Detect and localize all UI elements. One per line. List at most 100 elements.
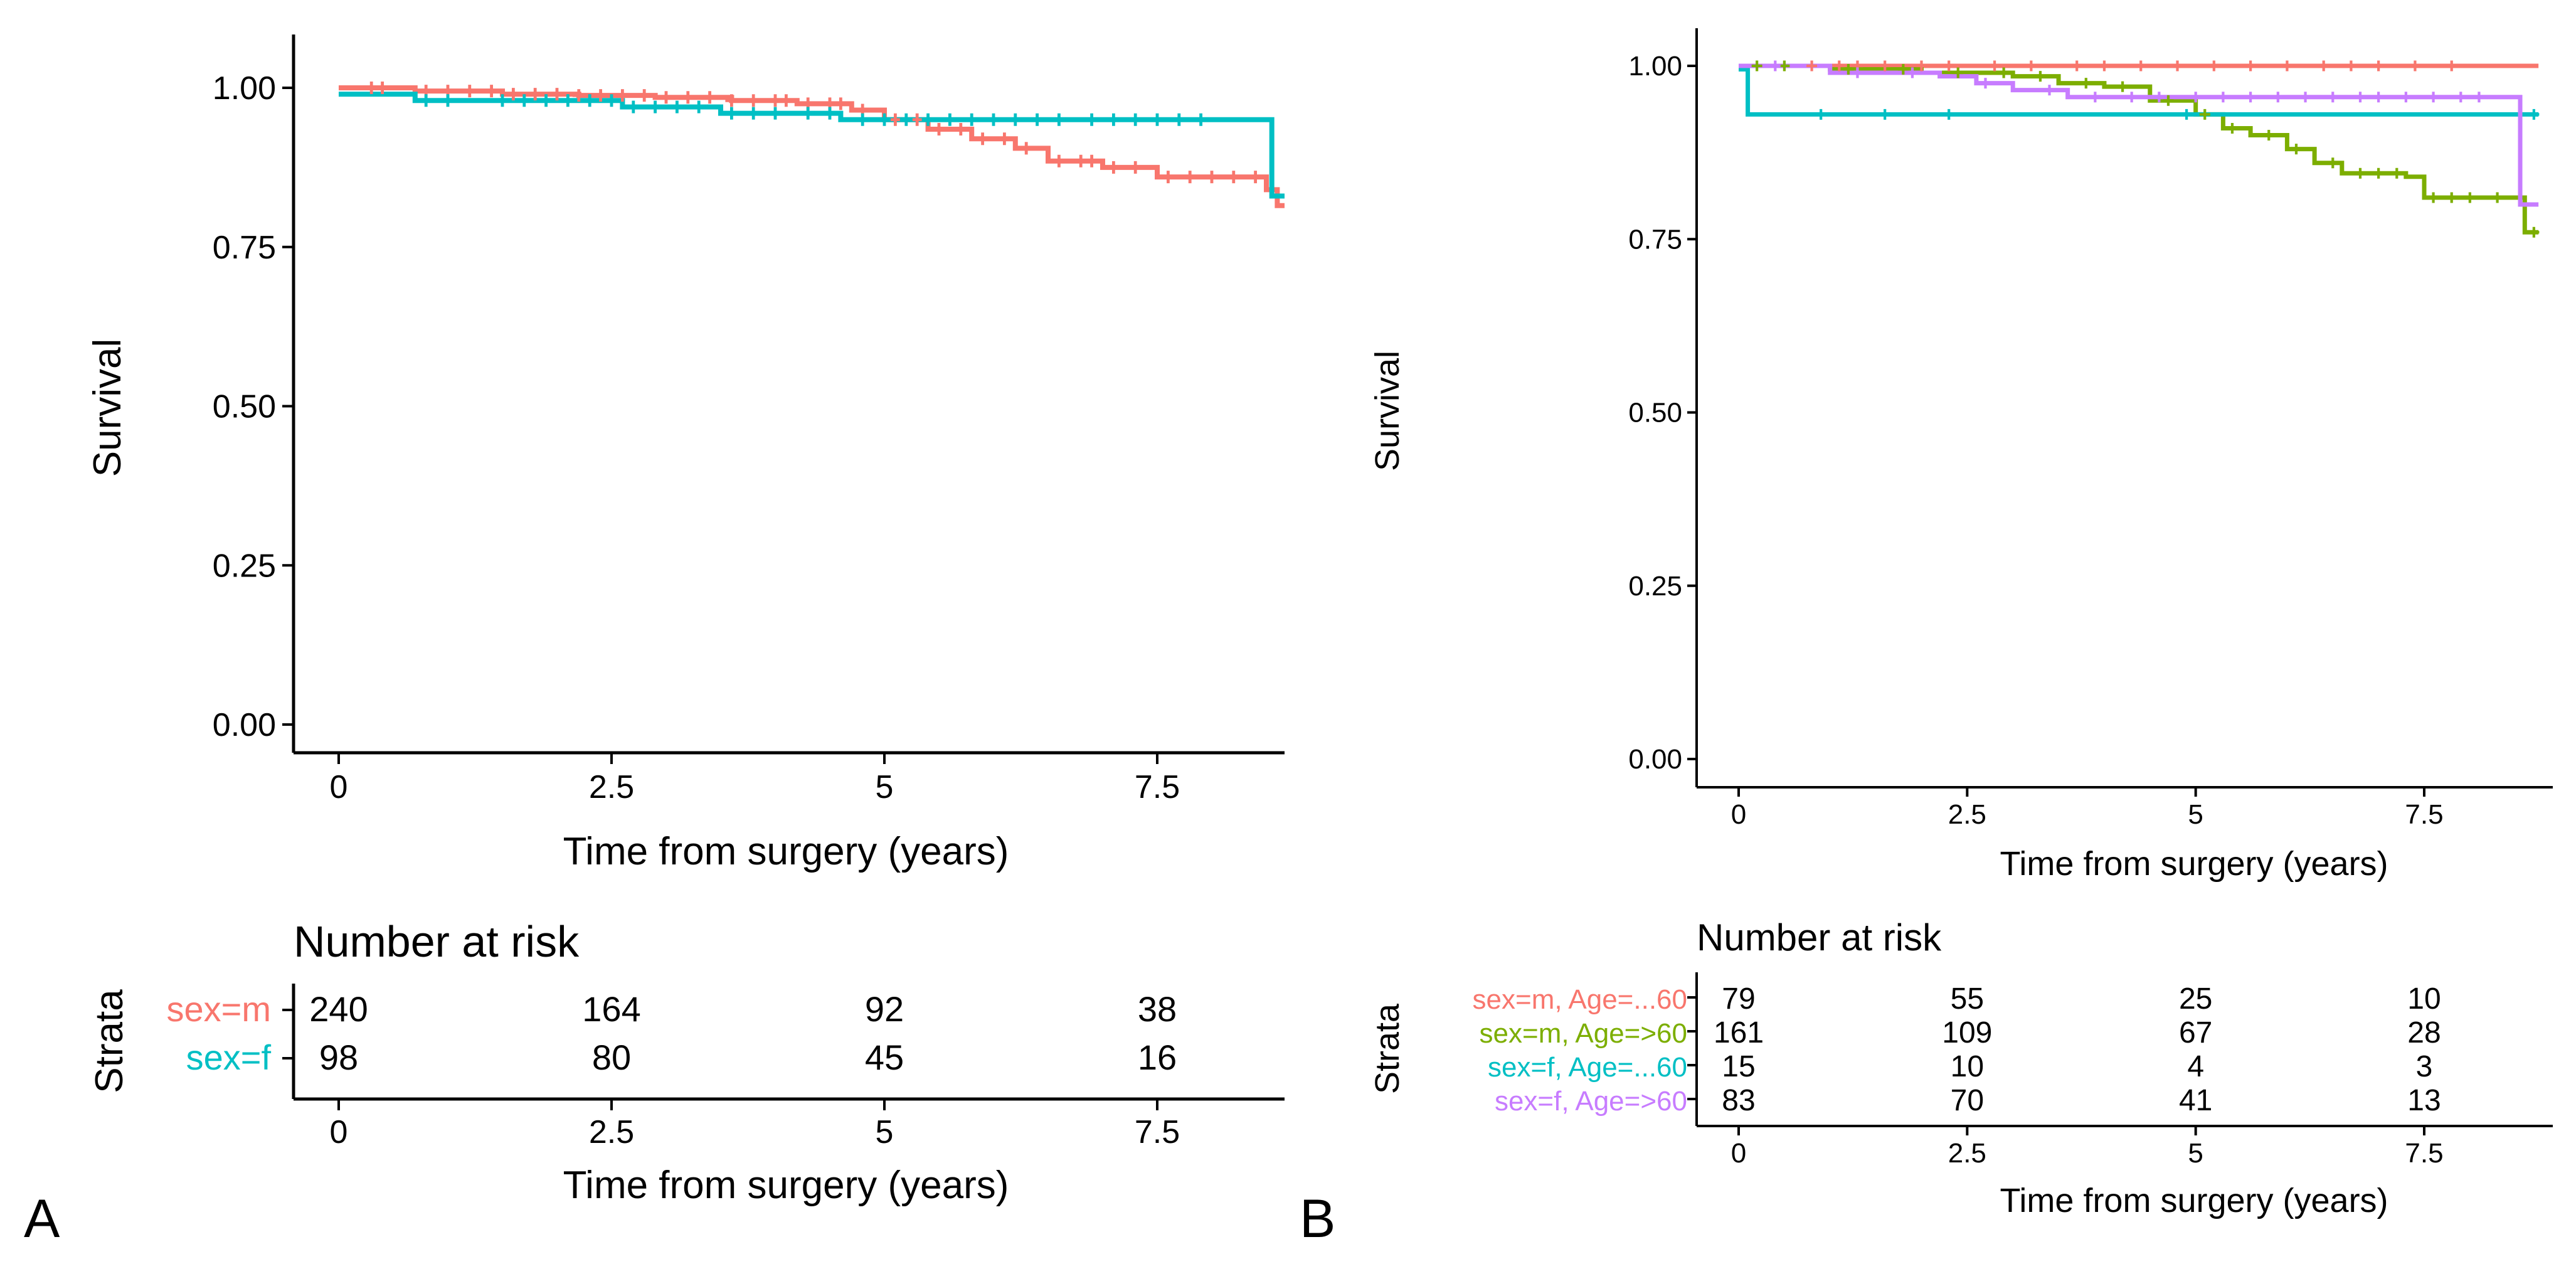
- censor-mark: [976, 132, 989, 146]
- censor-mark: [539, 94, 553, 107]
- panel-b-survival-plot: 0 2.5 5 7.5 0.00 0.25 0.50 0.75 1.00 Time from …: [1369, 28, 2553, 883]
- censor-mark: [703, 91, 716, 104]
- censor-mark: [1989, 60, 2000, 72]
- censor-mark: [2153, 92, 2165, 103]
- panel-b-risk-strata-title: Strata: [1369, 1003, 1406, 1094]
- censor-mark: [420, 94, 433, 107]
- censor-mark: [1779, 60, 1790, 72]
- risk-x-tick-label: 5: [2188, 1138, 2203, 1169]
- panel-b-censor-marks: [1751, 60, 2540, 238]
- panel-b-y-ticks: 0.00 0.25 0.50 0.75 1.00: [1628, 51, 1697, 775]
- panel-b-risk-table: Number at risk sex=m, Age=...60 79 55 25 10s…: [1369, 916, 2553, 1219]
- panel-b-risk-x-axis-title: Time from surgery (years): [2000, 1182, 2388, 1219]
- censor-mark: [1107, 161, 1120, 174]
- censor-mark: [561, 94, 575, 107]
- censor-mark: [1769, 60, 1781, 72]
- panel-b-risk-x-ticks: 0 2.5 5 7.5: [1731, 1126, 2444, 1169]
- risk-strata-label: sex=f, Age=>60: [1495, 1086, 1687, 1117]
- censor-mark: [2291, 144, 2302, 155]
- censor-mark: [2208, 60, 2220, 72]
- panel-a-risk-x-ticks: 0 2.5 5 7.5: [330, 1099, 1180, 1150]
- censor-mark: [1162, 171, 1175, 184]
- panel-a-x-ticks: 0 2.5 5 7.5: [330, 753, 1180, 805]
- censor-mark: [649, 100, 662, 114]
- panel-a: 0 2.5 5 7.5 0.00 0.25 0.50 0.75 1.00 Time from …: [24, 35, 1285, 1249]
- censor-mark: [2428, 192, 2439, 203]
- censor-mark: [933, 122, 945, 135]
- censor-mark: [2080, 78, 2092, 89]
- censor-mark: [1074, 154, 1088, 167]
- panel-b: 0 2.5 5 7.5 0.00 0.25 0.50 0.75 1.00 Time from …: [1300, 28, 2553, 1249]
- risk-count: 109: [1942, 1016, 1992, 1049]
- censor-mark: [1998, 67, 2010, 78]
- censor-mark: [2281, 60, 2292, 72]
- panel-a-y-ticks: 0.00 0.25 0.50 0.75 1.00: [213, 70, 294, 743]
- censor-mark: [1943, 109, 1954, 120]
- censor-mark: [2373, 167, 2384, 179]
- censor-mark: [2446, 192, 2457, 203]
- censor-mark: [954, 122, 967, 135]
- risk-count: 164: [582, 989, 640, 1029]
- censor-mark: [889, 113, 902, 126]
- x-tick-label: 2.5: [589, 769, 634, 805]
- censor-mark: [681, 91, 694, 104]
- censor-mark: [1943, 60, 1954, 72]
- risk-count: 67: [2179, 1016, 2212, 1049]
- risk-strata-label: sex=m, Age=...60: [1473, 984, 1687, 1015]
- panel-a-y-axis-title: Survival: [86, 339, 129, 477]
- censor-mark: [769, 107, 782, 120]
- panel-a-survival-plot: 0 2.5 5 7.5 0.00 0.25 0.50 0.75 1.00 Time from …: [86, 35, 1285, 873]
- censor-mark: [2318, 60, 2330, 72]
- x-tick-label: 7.5: [1135, 769, 1180, 805]
- censor-mark: [376, 82, 389, 94]
- censor-mark: [1009, 113, 1022, 126]
- censor-mark: [2172, 60, 2183, 72]
- censor-mark: [1815, 109, 1826, 120]
- censor-mark: [2391, 167, 2402, 179]
- risk-count: 10: [1951, 1050, 1984, 1083]
- censor-mark: [605, 94, 618, 107]
- censor-mark: [2345, 60, 2356, 72]
- censor-mark: [2355, 92, 2366, 103]
- risk-count: 3: [2416, 1050, 2433, 1083]
- risk-count: 13: [2407, 1084, 2441, 1117]
- risk-count: 28: [2407, 1016, 2441, 1049]
- risk-count: 83: [1722, 1084, 1755, 1117]
- risk-x-tick-label: 7.5: [1135, 1114, 1180, 1150]
- censor-mark: [692, 100, 706, 114]
- risk-count: 79: [1722, 982, 1755, 1016]
- censor-mark: [1206, 171, 1218, 184]
- censor-mark: [987, 113, 1000, 126]
- series-line-sex-f: [339, 92, 1285, 199]
- censor-mark: [998, 132, 1011, 146]
- censor-mark: [1980, 78, 1991, 89]
- censor-mark: [616, 89, 629, 102]
- y-tick-label: 0.00: [213, 707, 276, 743]
- censor-mark: [2135, 60, 2146, 72]
- risk-strata-label: sex=m, Age=>60: [1480, 1018, 1687, 1049]
- x-tick-label: 7.5: [2405, 799, 2443, 830]
- censor-mark: [2272, 92, 2284, 103]
- censor-mark: [943, 113, 957, 126]
- censor-mark: [899, 113, 913, 126]
- panel-b-survival-curves: [1739, 63, 2539, 235]
- censor-mark: [725, 107, 738, 120]
- censor-mark: [1953, 67, 1964, 78]
- censor-mark: [485, 85, 498, 98]
- censor-mark: [1172, 113, 1185, 126]
- risk-x-tick-label: 0: [1731, 1138, 1746, 1169]
- panel-a-risk-strata-title: Strata: [88, 989, 131, 1093]
- censor-mark: [2227, 122, 2238, 134]
- censor-mark: [747, 107, 760, 120]
- risk-x-tick-label: 7.5: [2405, 1138, 2443, 1169]
- panel-a-survival-curves: [339, 85, 1285, 208]
- censor-mark: [1879, 60, 1890, 72]
- risk-strata-label: sex=f, Age=...60: [1488, 1052, 1687, 1083]
- panel-b-risk-rows: sex=m, Age=...60 79 55 25 10 sex=m, Age=>60 16…: [1473, 982, 2441, 1117]
- censor-mark: [834, 97, 847, 110]
- censor-mark: [1833, 60, 1845, 72]
- censor-mark: [2455, 92, 2466, 103]
- censor-mark: [551, 88, 563, 101]
- censor-mark: [2400, 92, 2412, 103]
- panel-a-risk-x-axis-title: Time from surgery (years): [563, 1164, 1009, 1207]
